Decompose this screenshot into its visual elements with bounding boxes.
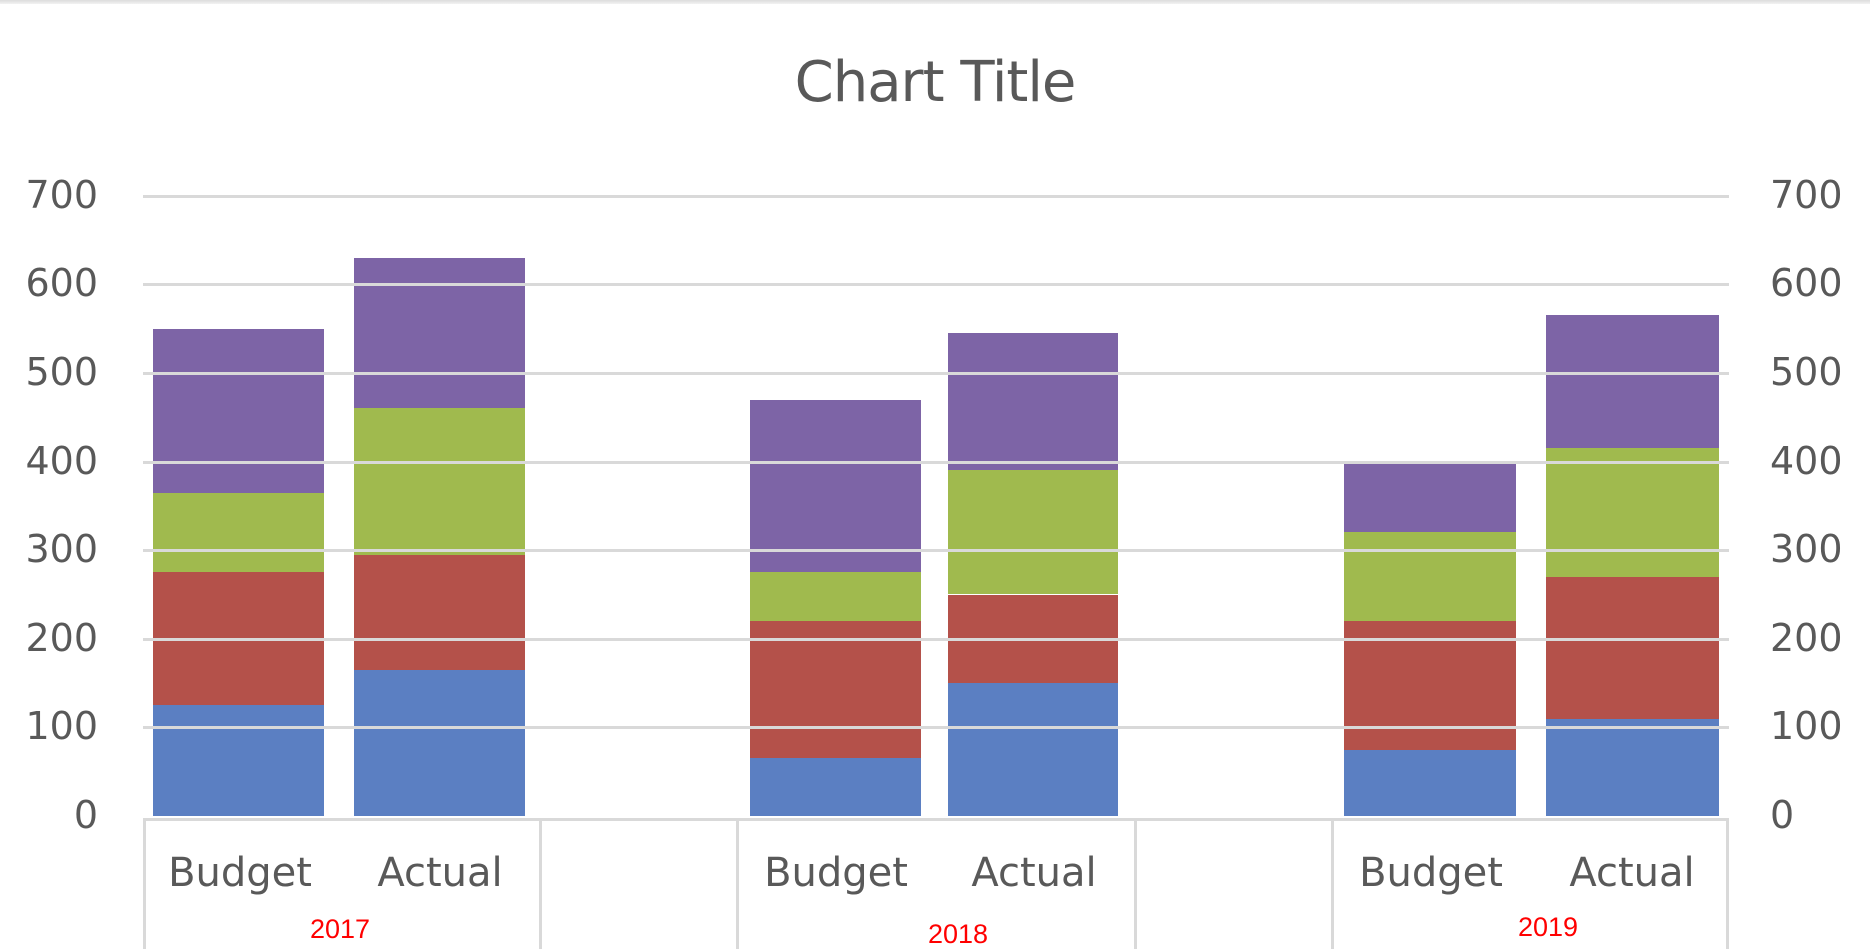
y-tick-label: 600	[25, 261, 98, 306]
year-annotation: 2018	[927, 919, 989, 949]
gridline	[143, 372, 1729, 375]
bar-segment-series-4[interactable]	[1546, 315, 1719, 449]
secondary-y-tick-label: 600	[1770, 261, 1843, 306]
gridline	[143, 549, 1729, 553]
year-annotation: 2017	[309, 914, 371, 944]
gridline	[143, 637, 1729, 641]
category-label-budget: Budget	[168, 850, 312, 896]
category-label-actual: Actual	[377, 850, 503, 896]
bar-segment-series-4[interactable]	[354, 257, 525, 409]
category-divider	[1331, 818, 1334, 949]
category-divider	[143, 818, 146, 949]
bar-segment-series-4[interactable]	[750, 399, 921, 573]
secondary-y-tick-label: 400	[1770, 438, 1843, 483]
category-divider	[539, 818, 542, 949]
category-label-actual: Actual	[1569, 850, 1695, 896]
category-label-budget: Budget	[1359, 850, 1503, 896]
secondary-y-tick-label: 500	[1770, 350, 1843, 394]
top-strip	[0, 0, 1870, 4]
stacked-bar[interactable]	[948, 333, 1118, 816]
bar-segment-series-3[interactable]	[1344, 532, 1516, 622]
bar-segment-series-1[interactable]	[1344, 749, 1516, 816]
gridline	[143, 283, 1729, 287]
stacked-bar[interactable]	[750, 399, 921, 816]
gridline	[143, 194, 1729, 198]
bar-segment-series-4[interactable]	[1344, 461, 1516, 533]
stacked-bar[interactable]	[1546, 315, 1719, 816]
gridline	[143, 460, 1729, 464]
chart-title[interactable]: Chart Title	[794, 50, 1077, 115]
bar-segment-series-3[interactable]	[153, 492, 324, 573]
gridline	[143, 726, 1729, 730]
category-label-actual: Actual	[971, 850, 1097, 896]
secondary-y-tick-label: 0	[1770, 793, 1795, 837]
bar-segment-series-4[interactable]	[948, 333, 1118, 471]
bar-segment-series-1[interactable]	[948, 683, 1118, 816]
bar-segment-series-1[interactable]	[750, 758, 921, 816]
bar-segment-series-1[interactable]	[153, 705, 324, 816]
y-tick-label: 100	[25, 704, 98, 749]
y-tick-label: 200	[25, 615, 98, 660]
bar-segment-series-1[interactable]	[354, 669, 525, 816]
secondary-y-tick-label: 100	[1770, 704, 1843, 749]
category-label-budget: Budget	[764, 850, 908, 896]
stacked-bar[interactable]	[153, 328, 324, 816]
y-tick-label: 700	[25, 172, 98, 217]
bar-segment-series-3[interactable]	[948, 470, 1118, 595]
bar-segment-series-3[interactable]	[354, 408, 525, 555]
bar-segment-series-3[interactable]	[1546, 448, 1719, 577]
y-tick-label: 0	[73, 793, 98, 837]
bar-segment-series-2[interactable]	[1546, 576, 1719, 719]
y-tick-label: 300	[25, 527, 98, 572]
category-divider	[736, 818, 739, 949]
category-divider	[1134, 818, 1137, 949]
bar-segment-series-2[interactable]	[750, 621, 921, 759]
secondary-y-tick-label: 200	[1770, 615, 1843, 660]
secondary-y-tick-label: 700	[1770, 172, 1843, 217]
bar-segment-series-1[interactable]	[1546, 718, 1719, 816]
category-divider	[1726, 818, 1729, 949]
year-annotation: 2019	[1517, 912, 1579, 942]
bar-segment-series-3[interactable]	[750, 572, 921, 622]
stacked-bar[interactable]	[354, 257, 525, 816]
bar-segment-series-2[interactable]	[354, 554, 525, 670]
y-tick-label: 400	[25, 438, 98, 483]
y-tick-label: 500	[25, 350, 98, 394]
category-axis-line	[143, 818, 1729, 821]
secondary-y-tick-label: 300	[1770, 527, 1843, 572]
bar-segment-series-4[interactable]	[153, 328, 324, 493]
